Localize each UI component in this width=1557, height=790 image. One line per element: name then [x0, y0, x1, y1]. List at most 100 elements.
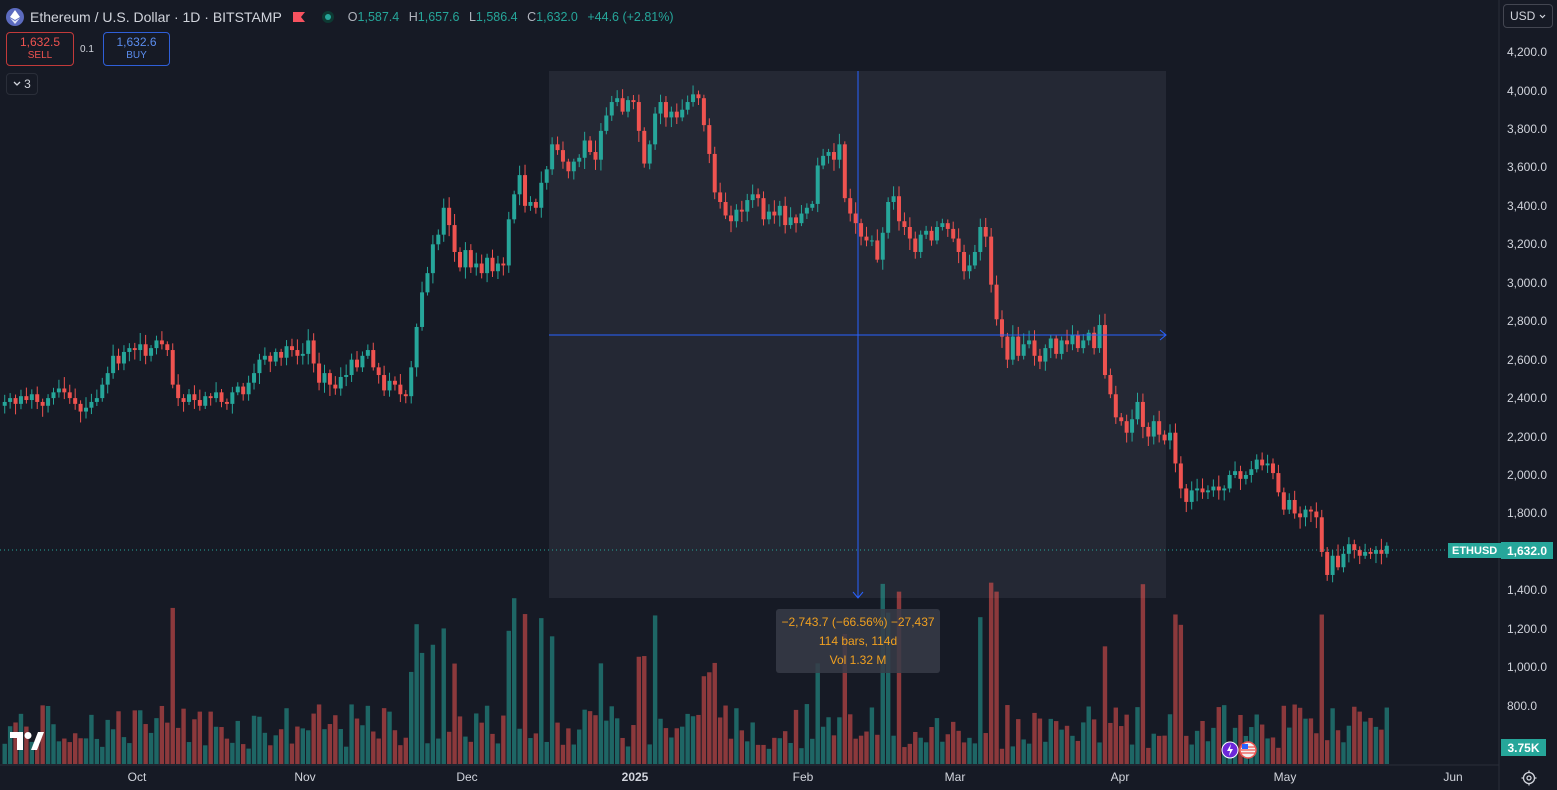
measure-change: −2,743.7 (−66.56%) −27,437	[781, 614, 935, 629]
volume-bar	[680, 726, 685, 764]
candle	[35, 394, 40, 402]
candle	[1140, 401, 1145, 427]
candle	[593, 152, 598, 160]
volume-bar	[826, 717, 831, 764]
candle	[550, 144, 555, 170]
sell-button[interactable]: 1,632.5 SELL	[6, 32, 74, 66]
volume-bar	[788, 742, 793, 764]
candle	[1151, 421, 1156, 437]
candle	[143, 344, 148, 356]
price-axis-label: 3,200.0	[1507, 237, 1548, 252]
candle	[1298, 513, 1303, 518]
volume-bar	[1124, 714, 1129, 764]
volume-bar	[159, 705, 165, 764]
candle	[658, 102, 663, 114]
candle	[349, 359, 354, 376]
volume-bar	[235, 720, 240, 764]
volume-bar	[1357, 711, 1362, 764]
settings-icon[interactable]	[1520, 769, 1538, 787]
volume-bar	[1352, 706, 1357, 764]
candle	[154, 340, 159, 349]
candle	[78, 403, 83, 412]
candle	[891, 196, 896, 203]
candle	[387, 380, 392, 391]
candle	[1379, 549, 1384, 554]
flag-icon[interactable]	[292, 11, 306, 23]
candle	[609, 102, 614, 116]
volume-bar	[51, 724, 56, 764]
candle	[864, 236, 869, 241]
market-status-icon[interactable]	[321, 11, 334, 23]
volume-bar	[208, 711, 213, 764]
volume-bar	[94, 738, 100, 764]
candle	[647, 144, 652, 164]
volume-bar	[1254, 714, 1259, 764]
candle	[1054, 338, 1059, 354]
volume-bar	[717, 717, 723, 764]
candle	[804, 207, 809, 214]
volume-bar	[696, 714, 701, 764]
candle	[712, 153, 717, 193]
measure-bars: 114 bars, 114d	[818, 633, 898, 648]
volume-bar	[712, 662, 717, 764]
currency-select[interactable]: USD	[1503, 4, 1553, 28]
candle	[571, 161, 576, 172]
volume-bar	[474, 713, 479, 764]
candle	[1195, 488, 1200, 491]
buy-button[interactable]: 1,632.6 BUY	[103, 32, 170, 66]
candle	[794, 217, 799, 224]
volume-bar	[647, 744, 652, 764]
candle	[111, 355, 116, 374]
volume-bar	[815, 663, 820, 764]
candle	[186, 394, 191, 402]
candle	[642, 130, 647, 164]
chevron-down-icon	[13, 81, 21, 86]
volume-bar	[539, 618, 544, 764]
volume-bar	[127, 743, 132, 764]
candle	[528, 202, 533, 206]
volume-bar	[197, 711, 203, 764]
measure-tool[interactable]	[549, 71, 1167, 599]
volume-bar	[772, 737, 777, 764]
volume-bar	[967, 737, 972, 764]
volume-bar	[343, 746, 349, 764]
volume-bar	[506, 630, 511, 764]
volume-bar	[896, 591, 902, 764]
indicators-toggle-button[interactable]: 3	[6, 73, 38, 95]
bottom-indicators[interactable]	[1220, 740, 1260, 760]
volume-bar	[999, 748, 1005, 764]
candle	[902, 221, 907, 227]
sell-price: 1,632.5	[19, 35, 61, 49]
candle	[1157, 421, 1162, 435]
candle	[327, 373, 332, 385]
chevron-down-icon	[1539, 14, 1546, 18]
volume-bar	[105, 719, 110, 764]
volume-bar	[951, 721, 956, 764]
candle	[1373, 549, 1378, 554]
time-axis-label: Apr	[1110, 770, 1130, 784]
ohlc-values: O1,587.4 H1,657.6 L1,586.4 C1,632.0 +44.…	[347, 10, 674, 24]
volume-bar	[327, 724, 333, 764]
candle	[420, 292, 425, 327]
candle	[598, 130, 603, 160]
volume-bar	[1097, 742, 1102, 764]
candle	[853, 213, 858, 224]
candle	[756, 194, 761, 199]
candle	[604, 115, 609, 131]
candle	[127, 348, 132, 352]
symbol-title[interactable]: Ethereum / U.S. Dollar · 1D · BITSTAMP	[30, 9, 282, 25]
candle	[365, 350, 370, 356]
volume-bar	[338, 729, 343, 764]
candle	[1227, 475, 1232, 489]
candle	[560, 150, 565, 162]
volume-bar	[1287, 727, 1292, 764]
candle	[333, 384, 338, 389]
candle	[582, 140, 587, 158]
candle	[967, 265, 972, 272]
volume-bar	[766, 748, 772, 764]
tradingview-logo[interactable]	[10, 732, 44, 750]
candle	[56, 388, 61, 393]
candle	[1249, 469, 1254, 475]
volume-bar	[761, 744, 766, 764]
